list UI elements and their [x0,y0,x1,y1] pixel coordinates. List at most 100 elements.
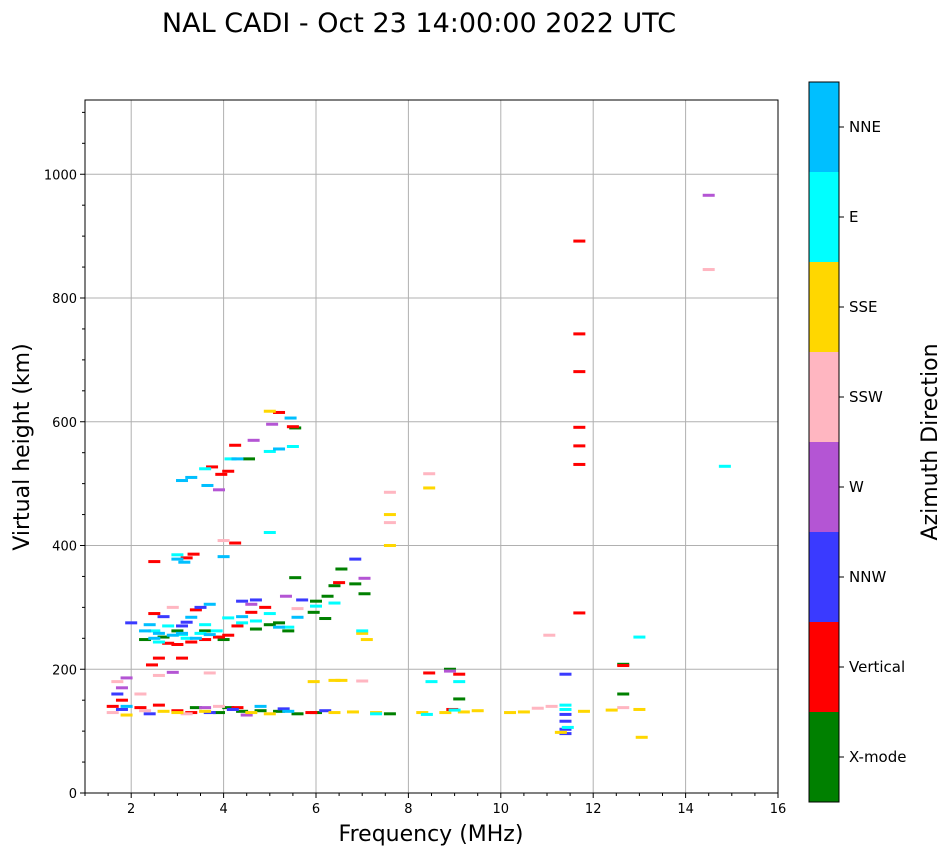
echo-point-e [180,636,193,640]
echo-point-nne [178,560,191,564]
echo-point-vertical [617,664,630,668]
chart-title: NAL CADI - Oct 23 14:00:00 2022 UTC [162,8,676,39]
echo-point-x-mode [282,629,295,633]
echo-point-vertical [145,663,158,667]
echo-point-ssw [543,633,556,637]
echo-point-x-mode [254,709,267,713]
colorbar-swatch-vertical [809,622,839,712]
echo-point-vertical [573,425,586,429]
echo-point-vertical [305,711,318,715]
echo-point-e [263,449,276,453]
echo-point-nnw [277,707,290,711]
echo-point-nne [176,631,189,635]
echo-point-x-mode [243,457,256,461]
echo-point-vertical [185,640,198,644]
echo-point-sse [307,680,320,684]
colorbar-swatch-e [809,172,839,262]
y-tick-label: 800 [52,292,77,307]
colorbar-swatch-sse [809,262,839,352]
echo-point-w [245,602,258,606]
echo-point-nne [185,475,198,479]
echo-point-vertical [573,462,586,466]
echo-point-nne [203,633,216,637]
echo-point-vertical [573,332,586,336]
echo-point-nne [201,483,214,487]
colorbar-label: Vertical [849,658,905,676]
echo-point-x-mode [443,667,456,671]
colorbar-label: W [849,478,864,496]
echo-point-ssw [545,704,558,708]
echo-point-nne [143,623,156,627]
echo-point-sse [335,678,348,682]
echo-point-x-mode [236,709,249,713]
colorbar-label: E [849,208,858,226]
echo-point-nne [171,557,184,561]
echo-point-nnw [176,624,189,628]
echo-point-nne [217,555,230,559]
echo-point-vertical [189,608,202,612]
echo-point-sse [199,709,212,713]
echo-point-nnw [349,557,362,561]
echo-point-e [222,616,235,620]
data-points [106,193,731,739]
echo-point-vertical [134,706,147,710]
echo-point-ssw [383,521,396,525]
colorbar-label: X-mode [849,748,906,766]
echo-point-nne [254,704,267,708]
echo-point-w [240,713,253,717]
echo-point-e [199,623,212,627]
echo-point-e [263,531,276,535]
echo-point-nne [291,615,304,619]
echo-point-e [559,703,572,707]
echo-point-ssw [702,268,715,272]
colorbar: X-mode Vertical NNW W SSW SSE E NNE [808,81,906,803]
colorbar-swatch-x-mode [809,712,839,802]
echo-point-w [247,438,260,442]
echo-point-e [194,631,207,635]
echo-point-w [279,594,292,598]
echo-point-sse [120,713,133,717]
y-axis-label: Virtual height (km) [10,343,35,550]
echo-point-nnw [143,712,156,716]
echo-point-vertical [199,638,212,642]
colorbar-swatch-nne [809,82,839,172]
echo-point-ssw [139,709,152,713]
echo-point-ssw [356,679,369,683]
echo-point-e [633,635,646,639]
axis-ticks: 2 4 6 8 10 12 14 16 0 200 400 600 800 1000 [44,111,786,817]
echo-point-x-mode [222,706,235,710]
colorbar-label: NNE [849,118,881,136]
colorbar-title: Azimuth Direction [918,343,943,540]
echo-point-sse [605,708,618,712]
echo-point-x-mode [617,692,630,696]
echo-point-nne [284,416,297,420]
echo-point-vertical [286,425,299,429]
echo-point-vertical [171,643,184,646]
echo-point-nnw [296,598,309,602]
x-tick-label: 2 [127,802,135,817]
echo-point-vertical [453,672,466,676]
colorbar-label: SSE [849,298,878,316]
echo-point-e [310,604,322,608]
y-tick-label: 600 [52,416,77,431]
echo-point-vertical [573,370,586,374]
echo-point-nnw [125,621,138,625]
echo-point-nnw [559,672,572,676]
echo-point-vertical [206,465,219,469]
echo-point-ssw [291,607,304,611]
echo-point-e [162,624,175,628]
echo-point-sse [439,711,452,715]
echo-point-x-mode [139,638,152,642]
echo-point-sse [356,631,369,635]
echo-point-sse [328,711,341,715]
echo-point-vertical [152,703,165,707]
echo-point-vertical [573,611,586,615]
echo-point-vertical [333,581,346,585]
echo-point-sse [383,544,396,547]
echo-point-e [210,629,223,633]
echo-point-x-mode [289,576,302,580]
x-axis-label: Frequency (MHz) [339,822,524,847]
echo-point-nne [120,704,133,708]
x-tick-label: 12 [585,802,602,817]
